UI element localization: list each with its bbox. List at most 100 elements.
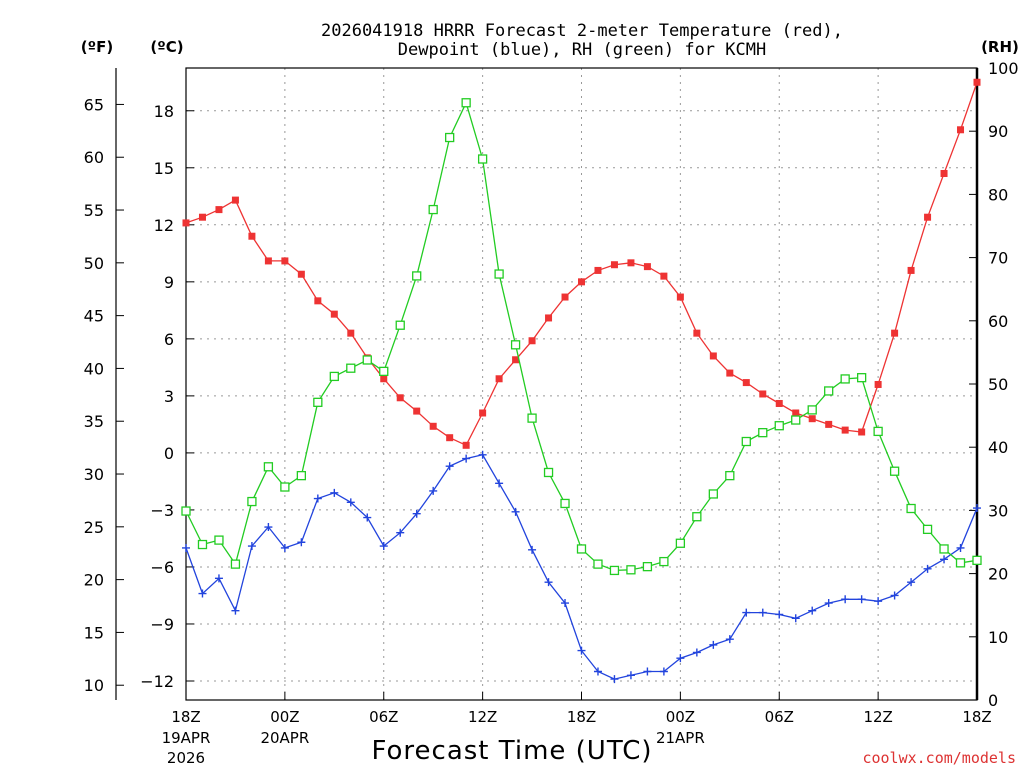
data-point (709, 352, 717, 360)
data-point (214, 535, 224, 545)
fahrenheit-tick-label: 60 (84, 148, 104, 167)
data-point (413, 407, 421, 415)
data-point (791, 614, 800, 623)
data-point (940, 169, 948, 177)
data-point (675, 538, 686, 548)
fahrenheit-tick-label: 40 (84, 359, 104, 378)
data-point (512, 356, 520, 364)
celsius-tick-label: −12 (140, 672, 174, 691)
data-point (923, 564, 932, 573)
data-point (808, 415, 816, 423)
data-point (874, 380, 882, 388)
rh-tick-label: 100 (988, 59, 1019, 78)
fahrenheit-tick-label: 25 (84, 518, 104, 537)
data-point (609, 565, 620, 576)
data-point (313, 494, 322, 503)
data-point (494, 269, 504, 279)
data-point (676, 293, 684, 301)
data-point (825, 420, 833, 428)
data-point (775, 610, 784, 619)
data-point (346, 363, 356, 373)
celsius-tick-label: 6 (164, 330, 174, 349)
data-point (741, 436, 751, 447)
data-point (840, 374, 850, 384)
data-point (330, 310, 338, 318)
x-tick-label: 18Z (171, 708, 200, 726)
fahrenheit-tick-label: 55 (84, 201, 104, 220)
rh-tick-label: 50 (988, 375, 1008, 394)
series-rh (181, 98, 982, 576)
rh-tick-label: 10 (988, 628, 1008, 647)
rh-tick-label: 90 (988, 122, 1008, 141)
data-point (627, 259, 635, 267)
data-point (511, 507, 520, 516)
data-point (660, 272, 668, 280)
x-tick-label: 06Z (765, 708, 794, 726)
fahrenheit-axis-label: (ºF) (81, 38, 113, 56)
data-point (906, 503, 916, 514)
data-point (924, 213, 932, 221)
data-point (544, 578, 553, 587)
x-tick-label: 18Z (962, 708, 991, 726)
data-point (973, 78, 981, 86)
data-point (477, 154, 488, 164)
data-point (759, 390, 767, 398)
data-point (576, 544, 587, 554)
data-point (264, 523, 273, 532)
data-point (346, 498, 355, 507)
data-point (891, 329, 899, 337)
data-point (940, 555, 949, 564)
data-point (462, 441, 470, 449)
data-point (197, 539, 208, 550)
x-axis: 18Z 19APR 2026 00Z 20APR 06Z 12Z 18Z 00Z 21APR 06Z… (162, 692, 992, 767)
rh-tick-label: 80 (988, 185, 1008, 204)
watermark: coolwx.com/models (862, 749, 1016, 767)
data-point (231, 196, 239, 204)
data-point (957, 126, 965, 134)
data-point (758, 428, 768, 438)
data-point (693, 329, 701, 337)
series-2-meter-temperature (182, 78, 981, 449)
x-tick-date-label: 19APR (162, 729, 211, 747)
rh-tick-label: 30 (988, 501, 1008, 520)
data-point (955, 558, 966, 568)
data-point (379, 366, 389, 377)
data-point (758, 608, 767, 617)
data-point (808, 606, 817, 615)
data-point (824, 386, 834, 396)
data-point (692, 512, 702, 522)
data-point (478, 450, 487, 459)
celsius-tick-label: 3 (164, 387, 174, 406)
data-point (543, 467, 554, 478)
data-point (329, 371, 339, 382)
data-point (230, 559, 241, 569)
x-tick-label: 06Z (369, 708, 398, 726)
fahrenheit-tick-label: 50 (84, 254, 104, 273)
data-point (922, 524, 933, 535)
data-point (659, 667, 668, 676)
data-point (528, 545, 537, 554)
celsius-tick-label: −9 (150, 615, 174, 634)
fahrenheit-tick-label: 10 (84, 676, 104, 695)
data-point (561, 599, 570, 608)
celsius-tick-label: 15 (154, 159, 174, 178)
data-point (907, 266, 915, 274)
data-point (973, 504, 981, 513)
x-tick-year-label: 2026 (167, 749, 205, 767)
data-point (314, 297, 322, 305)
data-point (313, 397, 323, 407)
data-point (659, 556, 669, 567)
data-point (263, 462, 274, 472)
data-point (461, 98, 471, 108)
data-point (412, 271, 422, 281)
data-point (939, 544, 949, 554)
data-point (956, 543, 965, 552)
data-point (792, 409, 800, 417)
data-point (445, 132, 455, 143)
data-point (264, 257, 272, 265)
data-point (280, 482, 290, 492)
celsius-axis-label: (ºC) (150, 38, 183, 56)
data-point (396, 528, 405, 537)
